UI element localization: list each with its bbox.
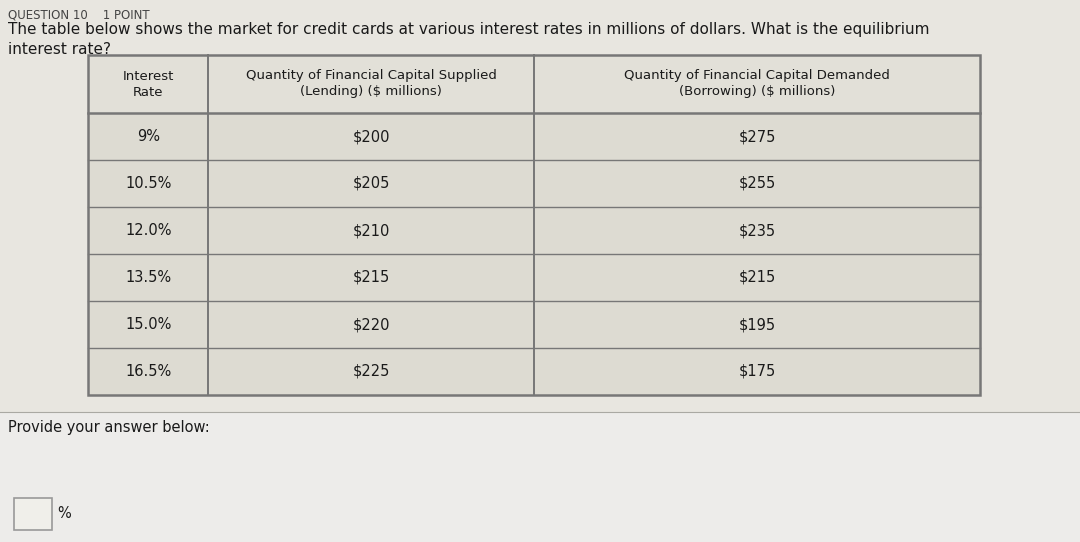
Text: $275: $275 <box>739 129 775 144</box>
Text: QUESTION 10    1 POINT: QUESTION 10 1 POINT <box>8 8 150 21</box>
Bar <box>14 498 52 530</box>
Bar <box>87 160 980 207</box>
Text: $235: $235 <box>739 223 775 238</box>
Text: $210: $210 <box>352 223 390 238</box>
Text: (Lending) ($ millions): (Lending) ($ millions) <box>300 86 442 99</box>
Text: $220: $220 <box>352 317 390 332</box>
Bar <box>87 55 980 395</box>
Text: Rate: Rate <box>133 86 163 99</box>
Bar <box>87 301 980 348</box>
Text: 13.5%: 13.5% <box>125 270 172 285</box>
Text: $215: $215 <box>739 270 775 285</box>
Text: $225: $225 <box>352 364 390 379</box>
Text: $255: $255 <box>739 176 775 191</box>
Text: 9%: 9% <box>137 129 160 144</box>
Text: Quantity of Financial Capital Demanded: Quantity of Financial Capital Demanded <box>624 69 890 82</box>
Text: $205: $205 <box>352 176 390 191</box>
Text: The table below shows the market for credit cards at various interest rates in m: The table below shows the market for cre… <box>8 22 930 37</box>
Text: $215: $215 <box>352 270 390 285</box>
Text: $175: $175 <box>739 364 775 379</box>
Text: 16.5%: 16.5% <box>125 364 172 379</box>
Text: $200: $200 <box>352 129 390 144</box>
Text: Quantity of Financial Capital Supplied: Quantity of Financial Capital Supplied <box>246 69 497 82</box>
Text: 15.0%: 15.0% <box>125 317 172 332</box>
Text: 10.5%: 10.5% <box>125 176 172 191</box>
Text: %: % <box>57 507 71 521</box>
Bar <box>87 348 980 395</box>
Text: Provide your answer below:: Provide your answer below: <box>8 420 210 435</box>
Bar <box>87 207 980 254</box>
Text: $195: $195 <box>739 317 775 332</box>
Text: interest rate?: interest rate? <box>8 42 111 57</box>
Text: 12.0%: 12.0% <box>125 223 172 238</box>
Bar <box>87 113 980 160</box>
Bar <box>0 0 1080 412</box>
Text: (Borrowing) ($ millions): (Borrowing) ($ millions) <box>679 86 835 99</box>
Bar <box>87 55 980 113</box>
Bar <box>0 412 1080 542</box>
Text: Interest: Interest <box>122 69 174 82</box>
Bar <box>87 254 980 301</box>
